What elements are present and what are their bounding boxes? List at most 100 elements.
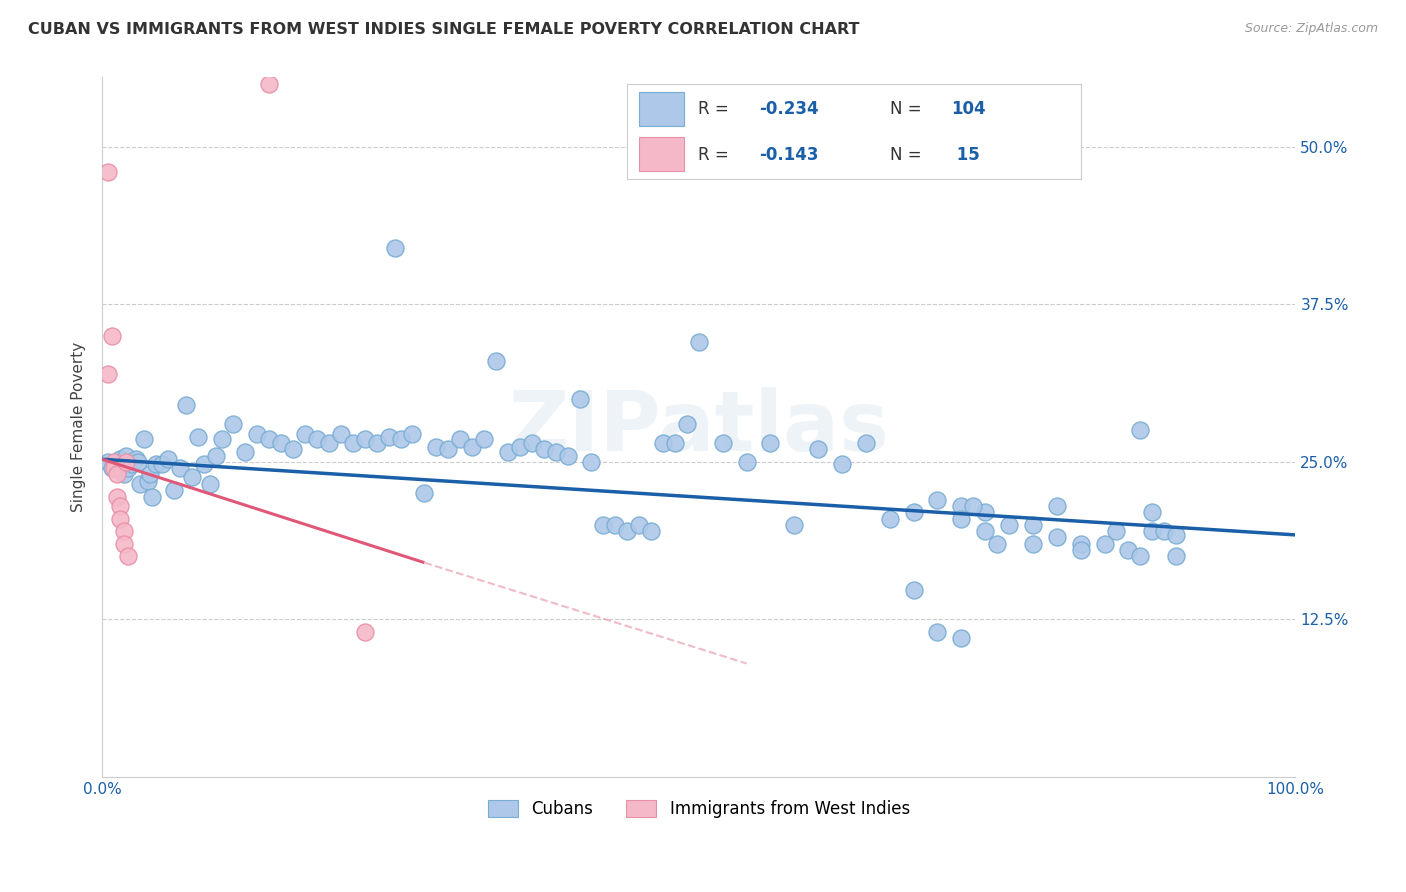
Point [117, 461, 139, 475]
Point [449, 432, 471, 446]
Point [366, 436, 388, 450]
Point [831, 458, 853, 472]
Point [97, 165, 120, 179]
Point [688, 335, 710, 350]
Point [169, 461, 191, 475]
Text: CUBAN VS IMMIGRANTS FROM WEST INDIES SINGLE FEMALE POVERTY CORRELATION CHART: CUBAN VS IMMIGRANTS FROM WEST INDIES SIN… [28, 22, 859, 37]
Point [950, 632, 973, 646]
Point [105, 467, 128, 482]
Point [1166, 549, 1188, 564]
Point [103, 461, 125, 475]
Point [108, 452, 131, 467]
Point [711, 436, 734, 450]
Point [121, 458, 143, 472]
Point [974, 524, 997, 538]
Point [927, 624, 949, 639]
Point [592, 517, 614, 532]
Point [353, 624, 375, 639]
Point [115, 455, 138, 469]
Point [998, 517, 1021, 532]
Point [100, 461, 122, 475]
Point [1166, 528, 1188, 542]
Point [100, 328, 122, 343]
Point [1070, 537, 1092, 551]
Point [281, 442, 304, 457]
Point [485, 354, 508, 368]
Point [1094, 537, 1116, 551]
Point [974, 505, 997, 519]
Point [437, 442, 460, 457]
Point [496, 444, 519, 458]
Point [235, 444, 257, 458]
Point [204, 449, 226, 463]
Point [664, 436, 686, 450]
Point [1153, 524, 1175, 538]
Point [735, 455, 758, 469]
Point [136, 474, 159, 488]
Point [384, 241, 406, 255]
Point [652, 436, 675, 450]
Point [950, 511, 973, 525]
Point [401, 427, 423, 442]
Point [198, 477, 221, 491]
Point [557, 449, 579, 463]
Point [270, 436, 292, 450]
Point [1118, 543, 1140, 558]
Point [1070, 543, 1092, 558]
Point [115, 449, 138, 463]
Point [1105, 524, 1128, 538]
Point [222, 417, 245, 431]
Point [187, 429, 209, 443]
Point [640, 524, 662, 538]
Point [807, 442, 830, 457]
Point [605, 517, 627, 532]
Point [127, 455, 149, 469]
Point [903, 505, 925, 519]
Point [180, 470, 202, 484]
Point [105, 458, 128, 472]
Point [676, 417, 699, 431]
Point [97, 367, 120, 381]
Point [97, 455, 120, 469]
Point [132, 432, 155, 446]
Point [329, 427, 352, 442]
Point [1046, 499, 1069, 513]
Point [342, 436, 364, 450]
Point [855, 436, 877, 450]
Point [108, 511, 131, 525]
Point [1142, 505, 1164, 519]
Point [783, 517, 806, 532]
Text: Source: ZipAtlas.com: Source: ZipAtlas.com [1244, 22, 1378, 36]
Point [305, 432, 328, 446]
Point [903, 583, 925, 598]
Point [139, 467, 162, 482]
Point [259, 77, 281, 91]
Point [294, 427, 316, 442]
Point [759, 436, 782, 450]
Point [377, 429, 399, 443]
Point [129, 477, 152, 491]
Point [353, 432, 375, 446]
Point [628, 517, 651, 532]
Point [318, 436, 340, 450]
Point [425, 440, 447, 454]
Point [174, 398, 197, 412]
Text: ZIPatlas: ZIPatlas [509, 386, 890, 467]
Point [193, 458, 215, 472]
Point [509, 440, 531, 454]
Point [141, 490, 163, 504]
Point [461, 440, 484, 454]
Point [112, 467, 135, 482]
Point [246, 427, 269, 442]
Point [568, 392, 591, 406]
Point [117, 549, 139, 564]
Point [124, 452, 146, 467]
Point [616, 524, 638, 538]
Legend: Cubans, Immigrants from West Indies: Cubans, Immigrants from West Indies [481, 793, 917, 824]
Point [1129, 549, 1152, 564]
Point [962, 499, 984, 513]
Point [544, 444, 567, 458]
Point [581, 455, 603, 469]
Point [211, 432, 233, 446]
Point [163, 483, 186, 497]
